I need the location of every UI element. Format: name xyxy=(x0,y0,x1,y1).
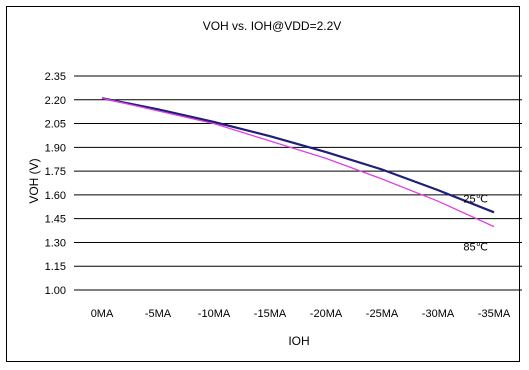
series-label-0: 25℃ xyxy=(463,193,488,205)
y-tick-label: 2.05 xyxy=(45,119,66,131)
y-tick-label: 1.60 xyxy=(45,190,66,202)
y-tick-label: 1.75 xyxy=(45,166,66,178)
y-tick-label: 1.90 xyxy=(45,142,66,154)
x-tick-label: 0MA xyxy=(91,308,114,320)
x-tick-label: -25MA xyxy=(366,308,399,320)
y-tick-label: 1.30 xyxy=(45,237,66,249)
x-tick-label: -30MA xyxy=(422,308,455,320)
chart-frame xyxy=(6,6,520,362)
y-tick-label: 1.00 xyxy=(45,285,66,297)
series-line-0 xyxy=(101,97,495,214)
y-tick-labels: 2.35 2.20 2.05 1.90 1.75 1.60 1.45 1.30 1.15 1.00 xyxy=(45,71,66,297)
x-tick-label: -35MA xyxy=(478,308,511,320)
y-tick-label: 1.15 xyxy=(45,261,66,273)
series-line-1 xyxy=(101,97,495,228)
x-tick-label: -10MA xyxy=(198,308,231,320)
y-tick-label: 1.45 xyxy=(45,214,66,226)
x-tick-labels: 0MA -5MA -10MA -15MA -20MA -25MA -30MA -35MA xyxy=(91,308,511,320)
series-group: 25℃ 85℃ xyxy=(101,97,495,254)
x-tick-label: -20MA xyxy=(310,308,343,320)
chart-title: VOH vs. IOH@VDD=2.2V xyxy=(203,19,342,33)
x-axis-label: IOH xyxy=(288,334,309,348)
series-label-1: 85℃ xyxy=(463,242,488,254)
grid-lines xyxy=(74,75,522,291)
y-tick-label: 2.20 xyxy=(45,95,66,107)
y-axis-label: VOH (V) xyxy=(27,158,41,203)
x-tick-label: -15MA xyxy=(254,308,287,320)
y-tick-label: 2.35 xyxy=(45,71,66,83)
x-tick-label: -5MA xyxy=(145,308,172,320)
